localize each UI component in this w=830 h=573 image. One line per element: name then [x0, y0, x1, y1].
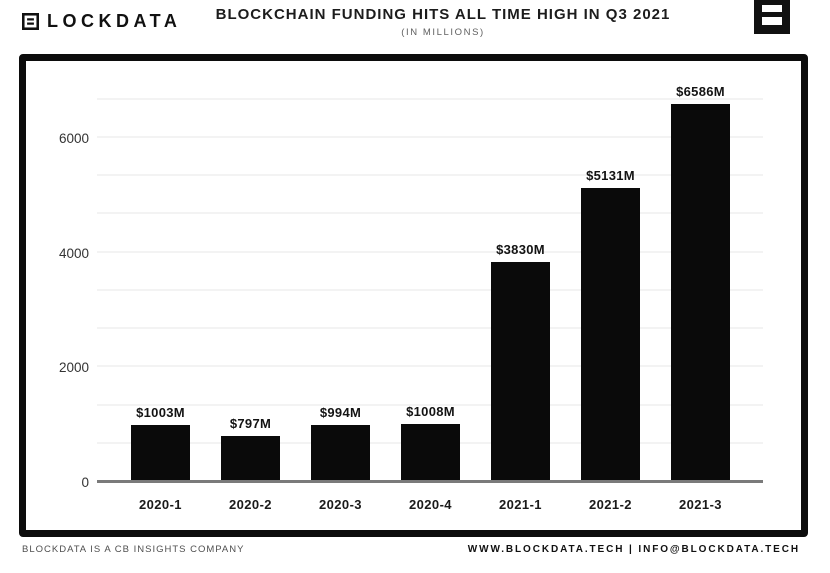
- y-axis-tick-label: 2000: [58, 360, 89, 376]
- footer-company-note: BLOCKDATA IS A CB INSIGHTS COMPANY: [22, 544, 245, 555]
- bar: [581, 187, 640, 482]
- bar: [491, 262, 550, 482]
- gridline: [97, 250, 763, 253]
- bar: [401, 424, 460, 482]
- x-axis-tick-label: 2020-4: [409, 497, 452, 512]
- title-block: BLOCKCHAIN FUNDING HITS ALL TIME HIGH IN…: [163, 6, 723, 38]
- gridline: [97, 174, 763, 177]
- bar-value-label: $5131M: [586, 167, 635, 183]
- x-axis-tick-label: 2020-1: [139, 497, 182, 512]
- y-axis-tick-label: 4000: [58, 245, 89, 261]
- gridline: [97, 288, 763, 291]
- brand-logo: LOCKDATA: [22, 11, 181, 31]
- plot-area: 0 2000 4000 6000 $1003M 2020-1 $797M 2020-2 $994…: [59, 84, 763, 512]
- gridline: [97, 135, 763, 138]
- x-axis-tick-label: 2020-2: [229, 497, 272, 512]
- x-axis-line: [97, 480, 763, 483]
- x-axis-tick-label: 2021-2: [589, 497, 632, 512]
- y-axis-tick-label: 6000: [58, 130, 89, 146]
- bar-value-label: $994M: [319, 405, 362, 421]
- bar-value-label: $1008M: [406, 404, 455, 420]
- brand-name: LOCKDATA: [47, 11, 182, 31]
- footer-contact-info: WWW.BLOCKDATA.TECH | INFO@BLOCKDATA.TECH: [467, 544, 800, 555]
- bar: [131, 424, 190, 482]
- bar-value-label: $3830M: [496, 242, 545, 258]
- x-axis-tick-label: 2021-1: [499, 497, 542, 512]
- bar-value-label: $6586M: [676, 84, 725, 100]
- gridline: [97, 212, 763, 215]
- blockdata-corner-logo-icon: [754, 0, 790, 34]
- bar: [671, 104, 730, 482]
- bar-value-label: $797M: [229, 416, 272, 432]
- y-axis-tick-label: 0: [81, 475, 89, 490]
- gridline: [97, 403, 763, 406]
- blockdata-square-icon: [22, 12, 39, 30]
- bar-value-label: $1003M: [136, 404, 185, 420]
- page-subtitle: (IN MILLIONS): [401, 27, 485, 38]
- gridline: [97, 327, 763, 330]
- gridline: [97, 365, 763, 368]
- gridline: [97, 97, 763, 100]
- bar: [311, 425, 370, 482]
- x-axis-tick-label: 2021-3: [679, 497, 722, 512]
- chart-frame: 0 2000 4000 6000 $1003M 2020-1 $797M 2020-2 $994…: [19, 54, 808, 537]
- bar: [221, 436, 280, 482]
- page-title: BLOCKCHAIN FUNDING HITS ALL TIME HIGH IN…: [215, 6, 671, 23]
- x-axis-tick-label: 2020-3: [319, 497, 362, 512]
